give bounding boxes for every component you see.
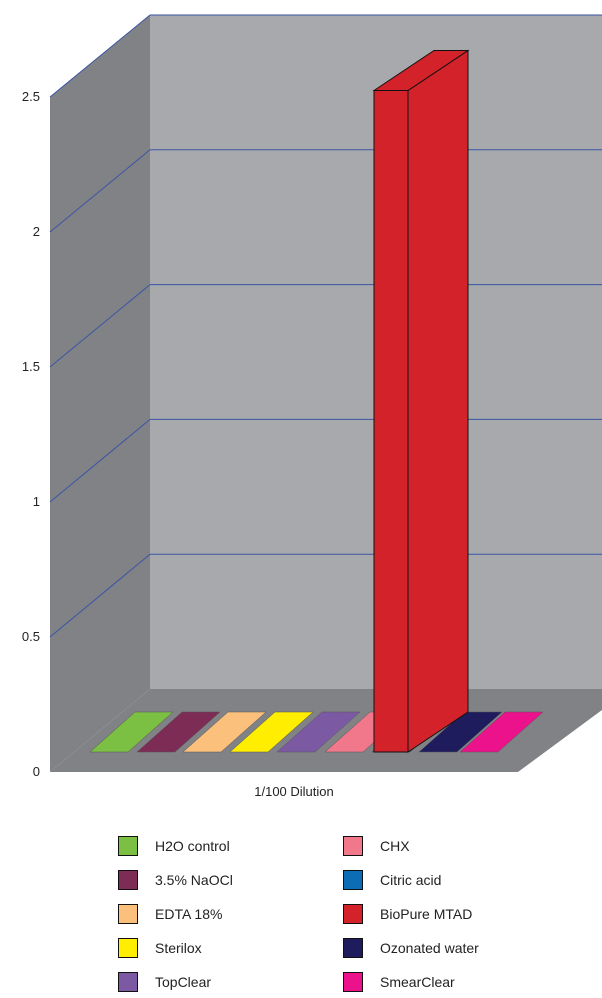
gridline-side (49, 553, 151, 638)
bar (136, 711, 221, 753)
legend-swatch (118, 938, 138, 958)
legend-item: TopClear (118, 971, 343, 993)
bar (89, 711, 174, 753)
legend-item: Sterilox (118, 937, 343, 959)
legend-swatch (118, 904, 138, 924)
y-tick-label: 0 (33, 764, 40, 779)
legend-swatch (118, 972, 138, 992)
y-tick-label: 2 (33, 224, 40, 239)
legend-label: Ozonated water (380, 940, 479, 956)
legend-item: BioPure MTAD (343, 903, 568, 925)
legend: H2O control CHX 3.5% NaOCl Citric acid EDTA … (118, 835, 578, 993)
legend-swatch (118, 836, 138, 856)
legend-item: 3.5% NaOCl (118, 869, 343, 891)
legend-item: Citric acid (343, 869, 568, 891)
gridlines (49, 14, 602, 638)
bar (229, 711, 314, 753)
gridline-side (49, 419, 151, 503)
legend-item: Ozonated water (343, 937, 568, 959)
legend-label: BioPure MTAD (380, 906, 473, 922)
legend-swatch (343, 870, 363, 890)
legend-item: CHX (343, 835, 568, 857)
y-tick-label: 0.5 (22, 629, 40, 644)
legend-label: EDTA 18% (155, 906, 223, 922)
bar-chart-3d: 0 0.5 1 1.5 2 2.5 1/100 Dilution (22, 14, 602, 799)
legend-label: H2O control (155, 838, 230, 854)
legend-swatch (343, 904, 363, 924)
legend-item: SmearClear (343, 971, 568, 993)
gridline-side (49, 284, 151, 368)
legend-label: CHX (380, 838, 410, 854)
legend-swatch (343, 836, 363, 856)
gridline-side (49, 14, 151, 98)
bar (182, 711, 267, 753)
x-category-label: 1/100 Dilution (254, 784, 334, 799)
chart-side-wall (50, 15, 150, 772)
legend-label: Citric acid (380, 872, 442, 888)
y-axis-tick-labels: 0 0.5 1 1.5 2 2.5 (22, 89, 40, 779)
legend-label: 3.5% NaOCl (155, 872, 233, 888)
legend-label: Sterilox (155, 940, 202, 956)
bar (418, 711, 503, 753)
legend-swatch (118, 870, 138, 890)
bar (276, 711, 361, 753)
bar-top (372, 50, 470, 91)
legend-item: H2O control (118, 835, 343, 857)
legend-label: SmearClear (380, 974, 455, 990)
legend-swatch (343, 938, 363, 958)
legend-swatch (343, 972, 363, 992)
legend-label: TopClear (155, 974, 212, 990)
y-tick-label: 2.5 (22, 89, 40, 104)
bars (89, 49, 544, 753)
bar-side (407, 49, 469, 753)
legend-item: EDTA 18% (118, 903, 343, 925)
y-tick-label: 1.5 (22, 359, 40, 374)
bar (459, 711, 544, 753)
bar-front (373, 90, 409, 753)
gridline-side (49, 149, 151, 233)
y-tick-label: 1 (33, 494, 40, 509)
